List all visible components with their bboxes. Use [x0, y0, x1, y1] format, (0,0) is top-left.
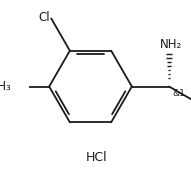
Text: Cl: Cl: [38, 11, 50, 24]
Text: HCl: HCl: [86, 151, 108, 163]
Text: &1: &1: [172, 89, 185, 98]
Text: CH₃: CH₃: [0, 80, 11, 93]
Text: NH₂: NH₂: [159, 38, 182, 51]
